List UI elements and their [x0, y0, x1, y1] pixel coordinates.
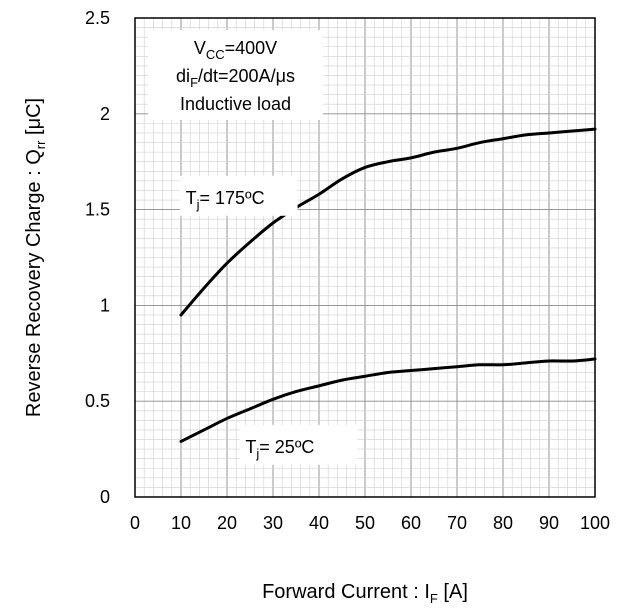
x-tick-label: 90: [539, 513, 559, 533]
x-tick-label: 50: [355, 513, 375, 533]
series-line-1: [179, 127, 597, 317]
y-tick-label: 1.5: [85, 200, 110, 220]
condition-text: diF/dt=200A/μs: [176, 66, 295, 90]
series-label-bg: [239, 424, 358, 465]
series-lines: [179, 127, 597, 443]
condition-text: Inductive load: [180, 94, 291, 114]
y-tick-label: 0: [100, 487, 110, 507]
x-tick-label: 60: [401, 513, 421, 533]
tick-labels: 0 10 20 30 40 50 60 70 80 90 100 0 0.5 1 1.5 2 2.5: [85, 8, 610, 533]
x-tick-label: 20: [217, 513, 237, 533]
y-tick-label: 1: [100, 295, 110, 315]
x-tick-label: 30: [263, 513, 283, 533]
x-tick-label: 70: [447, 513, 467, 533]
series-label-2: Tj= 25ºC: [245, 437, 314, 461]
conditions-box: [148, 30, 323, 120]
plot-frame: [134, 17, 596, 498]
condition-text: VCC=400V: [194, 38, 277, 62]
x-tick-label: 10: [171, 513, 191, 533]
x-tick-label: 0: [130, 513, 140, 533]
x-tick-label: 100: [580, 513, 610, 533]
y-tick-label: 2.5: [85, 8, 110, 28]
annotations: VCC=400V diF/dt=200A/μs Inductive load Tj= …: [148, 30, 358, 465]
series-label-bg: [179, 175, 298, 216]
x-axis-title: Forward Current : IF [A]: [262, 581, 468, 606]
x-tick-label: 40: [309, 513, 329, 533]
y-tick-label: 0.5: [85, 391, 110, 411]
y-tick-label: 2: [100, 104, 110, 124]
series-line-2: [179, 357, 597, 443]
series-label-1: Tj= 175ºC: [186, 188, 265, 212]
x-tick-label: 80: [493, 513, 513, 533]
y-axis-title: Reverse Recovery Charge : Qrr [μC]: [23, 98, 48, 417]
